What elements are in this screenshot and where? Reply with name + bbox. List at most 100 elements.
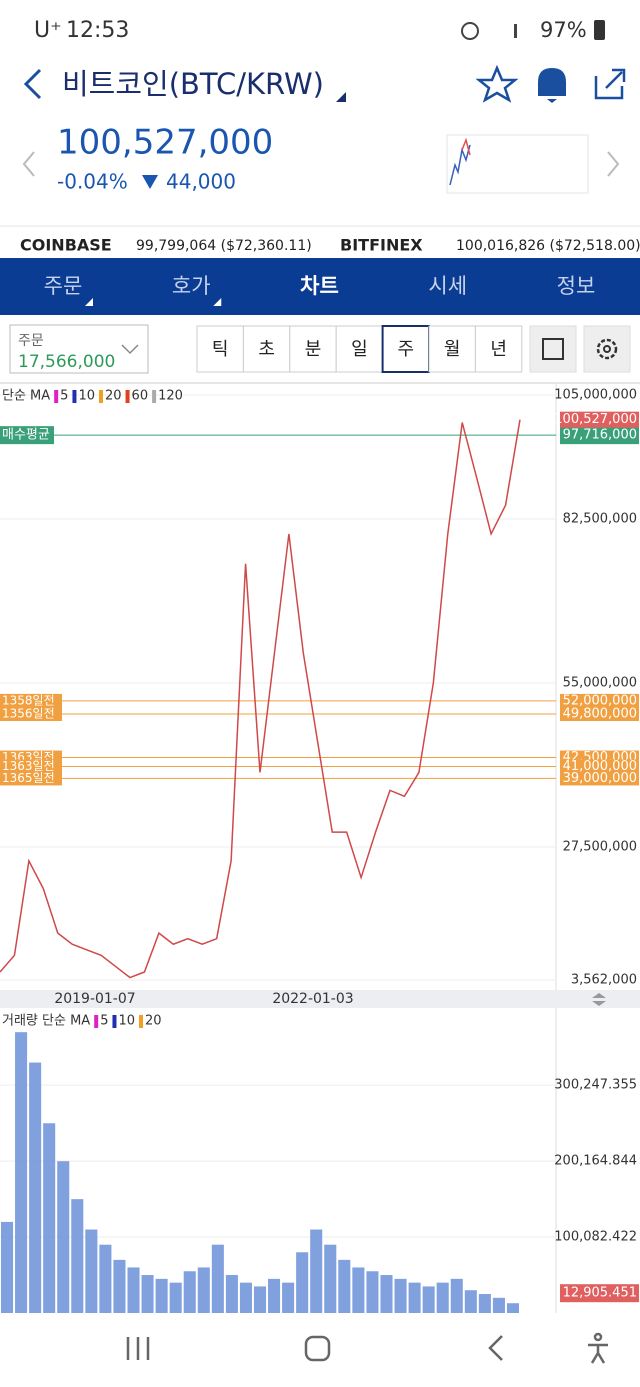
prev-button[interactable]: [22, 151, 35, 177]
legend-label: 20: [105, 389, 122, 404]
battery-level: 97%: [540, 18, 587, 42]
volume-bar: [29, 1062, 42, 1313]
back-nav-button[interactable]: [488, 1335, 503, 1361]
settings-button[interactable]: [583, 325, 631, 373]
average-price: 97,716,000: [563, 428, 637, 443]
legend-label: 10: [78, 389, 95, 404]
legend-swatch: [72, 390, 77, 403]
volume-bar: [506, 1303, 519, 1313]
tab[interactable]: 정보: [557, 274, 596, 298]
exchange-name: COINBASE: [20, 236, 112, 255]
tab[interactable]: 주문: [44, 274, 83, 298]
legend-label: 5: [60, 389, 68, 404]
volume-bar: [15, 1032, 28, 1313]
volume-bar: [296, 1252, 309, 1313]
level-name: 1365일전: [2, 771, 55, 785]
favorite-button[interactable]: [475, 64, 519, 103]
level-name: 1358일전: [2, 693, 55, 707]
period-button[interactable]: [428, 325, 476, 373]
legend-label: 120: [158, 389, 183, 404]
level-price: 39,000,000: [563, 771, 637, 786]
volume-bar: [85, 1229, 98, 1313]
order-label: 주문: [18, 333, 44, 349]
next-button[interactable]: [607, 151, 620, 177]
level-name: 1363일전: [2, 759, 55, 773]
average-name: 매수평균: [2, 428, 50, 443]
period-button[interactable]: [242, 325, 291, 373]
exchange-price: 99,799,064 ($72,360.11): [136, 238, 312, 254]
level-tag: [0, 759, 62, 774]
draw-button[interactable]: [529, 325, 577, 373]
settings-icon: [596, 338, 618, 360]
level-price: 41,000,000: [563, 759, 637, 774]
volume-bar: [310, 1229, 323, 1313]
settings-icon: [603, 345, 611, 353]
page-title[interactable]: 비트코인(BTC/KRW): [62, 67, 324, 101]
y-tick-label: 105,000,000: [554, 388, 637, 403]
tab[interactable]: 호가: [172, 274, 211, 298]
y-tick-label: 300,247.355: [554, 1078, 637, 1093]
volume-bar: [239, 1282, 252, 1313]
accessibility-button[interactable]: [588, 1332, 608, 1364]
y-tick-label: 200,164.844: [554, 1154, 637, 1169]
legend-label: 20: [145, 1014, 162, 1029]
y-tick-label: 100,082.422: [554, 1230, 637, 1245]
volume-bar: [338, 1259, 351, 1313]
current-volume-tag: [560, 1284, 639, 1303]
signal-icon: [514, 24, 517, 38]
level-price-tag: [560, 693, 639, 708]
x-axis-band: [0, 990, 640, 1008]
period-button[interactable]: [381, 325, 431, 373]
volume-bar: [43, 1123, 56, 1313]
change-amount: 44,000: [166, 170, 236, 194]
volume-bar: [57, 1161, 70, 1313]
tab[interactable]: 시세: [428, 274, 467, 298]
title-dropdown[interactable]: [336, 92, 346, 102]
level-tag: [0, 771, 62, 786]
battery-icon: [594, 20, 605, 40]
period-label: 분: [305, 339, 322, 360]
legend-swatch: [112, 1015, 117, 1028]
back-button[interactable]: [23, 68, 42, 100]
share-button[interactable]: [594, 68, 626, 100]
volume-bar: [183, 1271, 196, 1313]
exchange-name: BITFINEX: [340, 236, 423, 255]
volume-bar: [155, 1278, 168, 1313]
home-button[interactable]: [304, 1335, 331, 1362]
period-button[interactable]: [196, 325, 244, 373]
legend-label: 60: [132, 389, 149, 404]
volume-bar: [268, 1278, 281, 1313]
recent-apps-button[interactable]: [126, 1337, 150, 1360]
tab-bar: [0, 258, 640, 315]
volume-bar: [324, 1244, 337, 1313]
period-button[interactable]: [289, 325, 337, 373]
volume-bar: [478, 1294, 491, 1313]
legend-label: 5: [100, 1014, 108, 1029]
period-button[interactable]: [335, 325, 384, 373]
volume-bar: [366, 1271, 379, 1313]
tab-dropdown: [213, 298, 222, 306]
volume-bar: [225, 1275, 238, 1313]
resize-handle[interactable]: [592, 993, 606, 1006]
legend-label: 10: [118, 1014, 135, 1029]
tab-dropdown: [85, 298, 93, 306]
volume-bar: [1, 1221, 14, 1313]
volume-bar: [464, 1290, 477, 1313]
volume-bar: [71, 1199, 84, 1313]
current-volume: 12,905.451: [563, 1286, 637, 1301]
order-dropdown: [121, 344, 139, 355]
period-button[interactable]: [474, 325, 523, 373]
volume-bar: [450, 1278, 463, 1313]
mini-chart-trace: [449, 144, 471, 186]
current-price: 100,527,000: [554, 412, 637, 427]
draw-icon: [542, 338, 564, 360]
mini-chart: [446, 134, 589, 194]
average-tag: [0, 426, 54, 445]
tab[interactable]: 차트: [300, 274, 339, 298]
y-tick-label: 27,500,000: [563, 840, 637, 855]
level-tag: [0, 707, 62, 722]
x-tick-label: 2022-01-03: [272, 991, 353, 1007]
alert-button[interactable]: [538, 68, 566, 103]
